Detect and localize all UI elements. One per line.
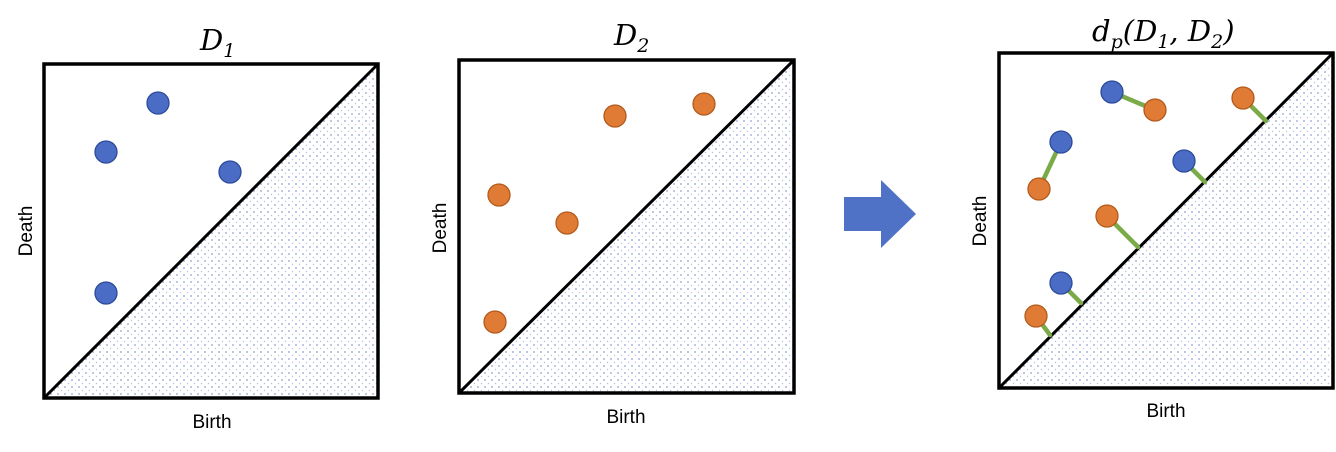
diagram-panel-d2: D2 Birth Death [430, 18, 796, 428]
plot-frame [997, 51, 1335, 390]
point-d2-2 [603, 104, 627, 128]
x-axis-label: Birth [606, 407, 645, 428]
diagram-panel-matching: dp(D1, D2) Birth Death [970, 14, 1335, 422]
plot-frame [42, 62, 380, 400]
point-d1-1 [146, 91, 170, 115]
y-axis-label: Death [970, 196, 991, 247]
point-d1 [1049, 130, 1073, 154]
point-d2 [1095, 204, 1119, 228]
point-d1 [1049, 271, 1073, 295]
right-arrow-icon [844, 180, 916, 248]
point-d2 [1024, 304, 1048, 328]
diagram-panel-d1: D1 Birth Death [16, 23, 380, 433]
point-d1-2 [94, 140, 118, 164]
point-d2-4 [555, 211, 579, 235]
point-d1 [1172, 149, 1196, 173]
points-d1 [94, 91, 242, 305]
x-axis-label: Birth [1146, 401, 1185, 422]
point-d2-1 [692, 92, 716, 116]
diagonal-line [997, 51, 1335, 390]
diagonal-line [457, 58, 796, 395]
point-d2 [1143, 98, 1167, 122]
point-d1-4 [94, 281, 118, 305]
y-axis-label: Death [430, 203, 451, 254]
x-axis-label: Birth [192, 412, 231, 433]
y-axis-label: Death [16, 206, 37, 257]
point-d2 [1027, 177, 1051, 201]
point-d2-5 [483, 310, 507, 334]
panel-title-d2: D2 [613, 18, 649, 57]
points-matching [1024, 80, 1255, 328]
point-d1-3 [218, 160, 242, 184]
panel-title-dp: dp(D1, D2) [1092, 14, 1235, 53]
point-d2-3 [487, 183, 511, 207]
plot-frame [457, 58, 796, 395]
diagonal-line [42, 62, 380, 400]
point-d1 [1100, 80, 1124, 104]
panel-title-d1: D1 [199, 23, 235, 62]
point-d2 [1231, 86, 1255, 110]
points-d2 [483, 92, 716, 334]
